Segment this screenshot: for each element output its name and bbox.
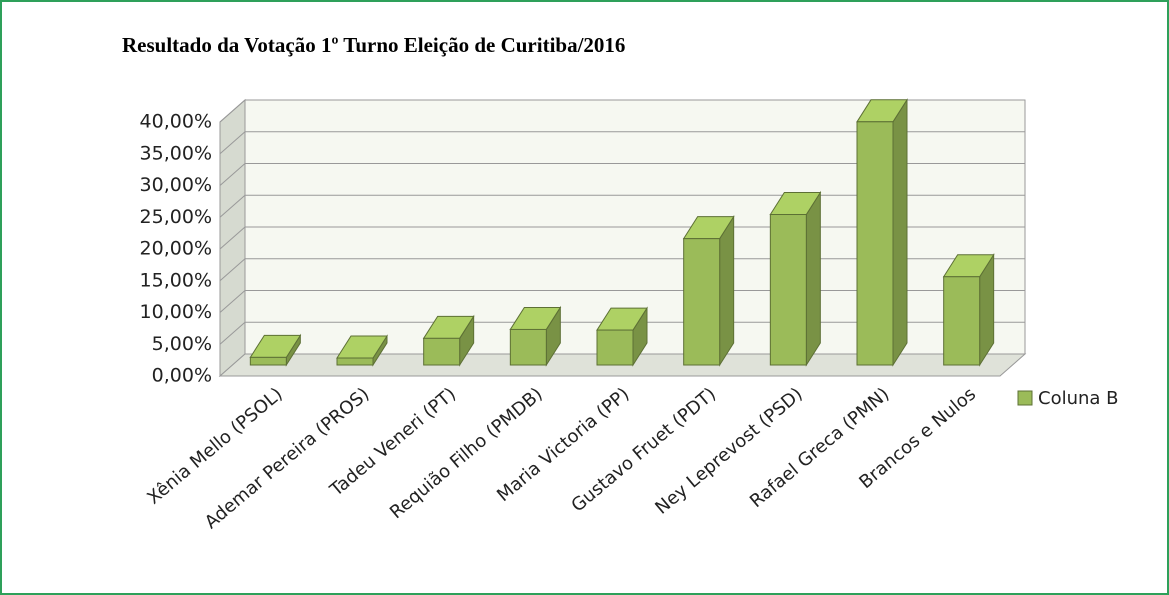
grid-line [219,258,246,282]
bar [683,238,721,366]
y-tick-label: 20,00% [140,238,212,260]
bar-side [892,98,908,367]
legend-label: Coluna B [1038,388,1119,409]
y-tick-label: 10,00% [140,301,212,323]
grid-line [219,131,246,155]
legend-swatch [1017,390,1033,406]
grid-line [219,163,246,186]
bar [249,356,287,366]
y-tick-label: 35,00% [140,142,212,164]
bar [596,329,634,366]
y-tick-label: 30,00% [140,174,212,196]
y-tick-label: 25,00% [140,206,212,228]
grid-line [219,226,246,250]
chart-title: Resultado da Votação 1º Turno Eleição de… [122,33,625,57]
y-tick-label: 40,00% [140,111,212,133]
y-tick-label: 0,00% [152,365,212,387]
bar-side [805,190,821,367]
bar [769,214,807,366]
grid-line [219,194,246,218]
bar [509,328,547,366]
bar [856,121,894,366]
y-tick-label: 15,00% [140,269,212,291]
bar [423,337,461,366]
grid-line [219,321,246,345]
y-tick-label: 5,00% [152,333,212,355]
bar [336,357,374,366]
bar-side [719,214,735,367]
bar [943,276,981,366]
grid-line [219,290,246,313]
grid-line [219,99,246,123]
